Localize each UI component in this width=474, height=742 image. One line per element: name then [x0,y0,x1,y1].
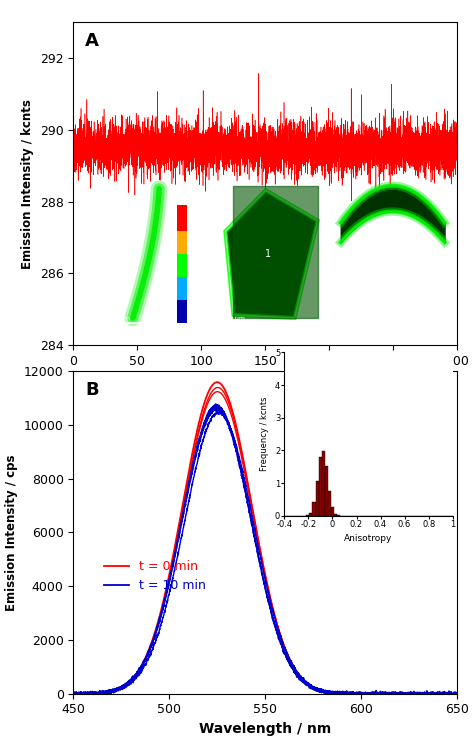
Bar [319,456,322,516]
t = 10 min [444,689,449,698]
Polygon shape [177,254,187,277]
Text: 20 µm: 20 µm [110,315,130,321]
t = 10 min [247,510,253,519]
t = 10 min [71,689,76,697]
Bar [334,514,337,516]
Polygon shape [177,232,187,254]
t = 10 min [444,689,449,698]
X-axis label: Anisotropy: Anisotropy [344,534,393,543]
Bar [316,481,319,516]
t = 0 min [90,689,96,697]
t = 10 min [373,689,379,698]
Legend: t = 0 min, t = 10 min: t = 0 min, t = 10 min [99,555,211,597]
t = 10 min [213,400,219,409]
Line: t = 0 min: t = 0 min [73,382,457,694]
t = 0 min [257,547,263,556]
t = 10 min [257,561,263,570]
Y-axis label: Emission Intensity / kcnts: Emission Intensity / kcnts [21,99,34,269]
Bar [312,502,316,516]
Text: 20 µm: 20 µm [226,315,246,321]
Text: 1: 1 [265,249,271,259]
t = 0 min [373,689,379,698]
Y-axis label: Emission Intensity / cps: Emission Intensity / cps [5,454,18,611]
Bar [322,451,325,516]
X-axis label: Time / s: Time / s [235,373,296,387]
X-axis label: Wavelength / nm: Wavelength / nm [199,722,332,736]
Polygon shape [177,206,187,232]
t = 10 min [455,688,460,697]
t = 0 min [444,689,449,698]
Y-axis label: Frequency / kcnts: Frequency / kcnts [260,397,269,471]
Polygon shape [226,190,318,318]
t = 0 min [71,689,76,698]
Bar [325,466,328,516]
t = 10 min [438,692,444,700]
t = 0 min [455,689,460,698]
Text: 20 µm: 20 µm [341,315,361,321]
Text: B: B [85,381,99,398]
t = 0 min [247,492,253,501]
Bar [328,491,331,516]
t = 10 min [90,689,96,698]
Bar [310,513,312,516]
Polygon shape [177,277,187,300]
Line: t = 10 min: t = 10 min [73,404,457,696]
Polygon shape [177,300,187,323]
t = 0 min [214,378,220,387]
Bar [331,508,334,516]
t = 0 min [443,689,449,698]
Text: A: A [85,32,99,50]
